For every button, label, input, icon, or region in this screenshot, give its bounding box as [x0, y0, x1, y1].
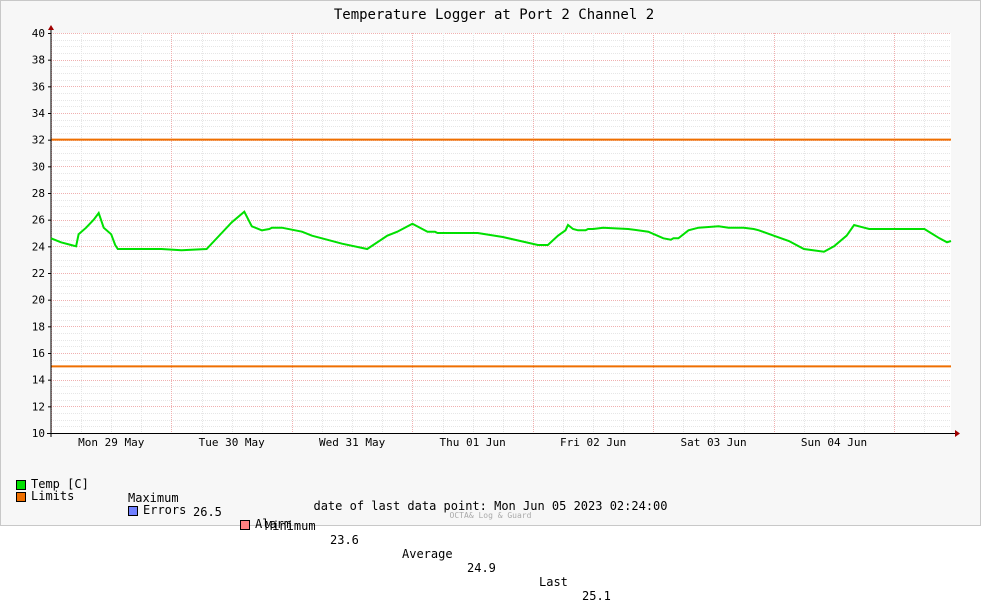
y-tick-label: 22 [32, 267, 45, 280]
y-tick-label: 38 [32, 54, 45, 67]
y-axis-arrow [48, 25, 54, 30]
legend-swatch-temp [16, 479, 26, 490]
y-tick-label: 10 [32, 427, 45, 440]
stat-maximum-value: 26.5 [193, 505, 222, 519]
legend-swatch-errors [128, 505, 138, 516]
y-tick-label: 12 [32, 400, 45, 413]
stat-average-label: Average [402, 547, 453, 561]
stat-last-value: 25.1 [582, 589, 611, 603]
x-axis-arrow [955, 430, 960, 437]
y-tick-label: 20 [32, 294, 45, 307]
temperature-chart: Temperature Logger at Port 2 Channel 2 1… [32, 7, 960, 449]
y-tick-label: 18 [32, 320, 45, 333]
x-tick-label: Thu 01 Jun [440, 436, 506, 449]
footer-credit: OCTA& Log & Guard [449, 511, 532, 520]
legend-errors-label: Errors [143, 503, 187, 517]
x-tick-label: Tue 30 May [199, 436, 266, 449]
y-tick-label: 26 [32, 214, 45, 227]
chart-title: Temperature Logger at Port 2 Channel 2 [334, 7, 654, 23]
series-line-temp [50, 210, 952, 253]
axes [47, 25, 960, 437]
y-tick-label: 16 [32, 347, 45, 360]
x-tick-label: Sun 04 Jun [801, 436, 867, 449]
legend-swatch-limits [16, 491, 26, 502]
x-tick-label: Sat 03 Jun [680, 436, 746, 449]
y-tick-label: 14 [32, 374, 46, 387]
y-tick-label: 30 [32, 160, 45, 173]
legend-swatch-alarm [240, 519, 250, 530]
legend-errors: Errors [128, 503, 186, 517]
stat-last-label: Last [539, 575, 568, 589]
grid [51, 33, 951, 434]
y-tick-label: 32 [32, 134, 45, 147]
y-tick-label: 40 [32, 27, 45, 40]
y-tick-label: 34 [32, 107, 46, 120]
y-axis-ticks: 10 12 14 16 18 20 22 24 26 28 30 32 34 36 38 40 [32, 27, 51, 440]
y-tick-label: 28 [32, 187, 45, 200]
y-tick-label: 36 [32, 80, 45, 93]
footer-date-label: date of last data point: [313, 499, 487, 513]
x-tick-label: Wed 31 May [319, 436, 386, 449]
y-tick-label: 24 [32, 240, 46, 253]
stat-average-value: 24.9 [467, 561, 496, 575]
stat-minimum-value: 23.6 [330, 533, 359, 547]
footer-date-value: Mon Jun 05 2023 02:24:00 [494, 499, 668, 513]
footer-last-data-point: date of last data point: Mon Jun 05 2023… [0, 499, 981, 513]
x-tick-label: Mon 29 May [78, 436, 145, 449]
legend-limits-label: Limits [31, 489, 75, 503]
legend-temp: Temp [C] [16, 477, 89, 491]
x-axis-ticks: Mon 29 May Tue 30 May Wed 31 May Thu 01 Jun… [78, 436, 867, 449]
legend-limits: Limits [16, 489, 74, 503]
legend-temp-label: Temp [C] [31, 477, 89, 491]
limit-lines [51, 138, 951, 368]
stat-maximum-label: Maximum [128, 491, 179, 505]
x-tick-label: Fri 02 Jun [560, 436, 626, 449]
